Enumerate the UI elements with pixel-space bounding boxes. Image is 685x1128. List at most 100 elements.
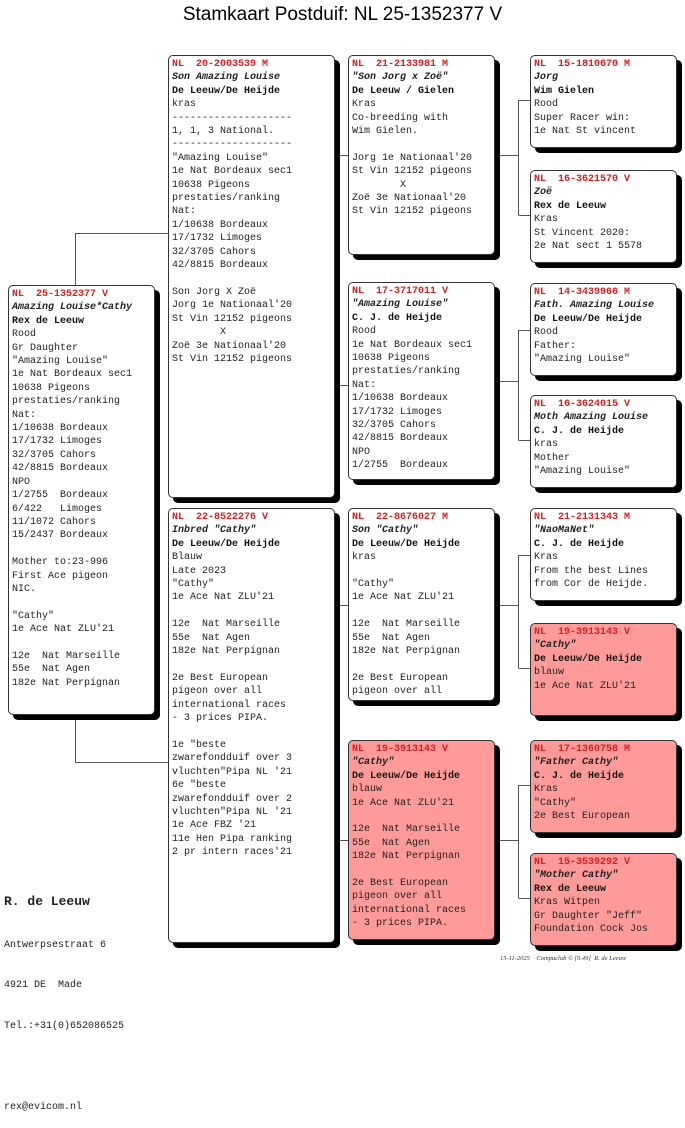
pigeon-card[interactable]: NL 16-3621570 V Zoë Rex de Leeuw Kras St Vin… [530, 170, 677, 263]
owner-name: C. J. de Heijde [534, 538, 625, 550]
info-line: Gr Daughter [12, 342, 79, 354]
info-line: 182e Nat Perpignan [172, 646, 281, 658]
owner-name: De Leeuw/De Heijde [534, 313, 643, 325]
owner-name: De Leeuw/De Heijde [352, 770, 461, 782]
pigeon-name: Inbred "Cathy" [172, 525, 257, 537]
info-line: "Amazing Louise" [12, 356, 109, 368]
pigeon-card[interactable]: NL 17-1360758 M "Father Cathy" C. J. de He… [530, 740, 677, 833]
info-line: "Amazing Louise" [534, 354, 631, 366]
info-line: 17/1732 Limoges [172, 233, 263, 245]
pigeon-name: Son "Cathy" [352, 525, 419, 537]
blank-line [352, 138, 491, 151]
pigeon-card[interactable]: NL 20-2003539 M Son Amazing Louise De Leeu… [168, 55, 335, 498]
info-line: Late 2023 [172, 565, 227, 577]
blank-line [352, 605, 491, 618]
ring-number: NL 16-3621570 V [534, 174, 631, 185]
owner-name: De Leeuw/De Heijde [534, 653, 643, 665]
info-line: - 3 prices PIPA. [172, 713, 269, 725]
info-line: "Cathy" [172, 579, 215, 591]
page-title: Stamkaart Postduif: NL 25-1352377 V [182, 4, 503, 25]
owner-name: De Leeuw / Gielen [352, 85, 455, 97]
info-line: 2e Best European [534, 811, 631, 823]
connector-line [495, 100, 530, 216]
pigeon-card[interactable]: NL 17-3717011 V "Amazing Louise" C. J. de … [348, 282, 495, 480]
pigeon-name: Zoë [534, 187, 553, 199]
info-line: 10638 Pigeons [172, 179, 251, 191]
pigeon-name: "Cathy" [534, 640, 577, 652]
info-line: 42/8815 Bordeaux [12, 463, 109, 475]
info-line: prestaties/ranking [172, 193, 281, 205]
breeder-address: R. de Leeuw Antwerpsestraat 6 4921 DE Ma… [4, 868, 124, 1128]
ring-number: NL 21-2131343 M [534, 512, 631, 523]
ring-number: NL 17-1360758 M [534, 744, 631, 755]
pigeon-name: "Son Jorg x Zoë" [352, 72, 449, 84]
info-line: Mother to:23-996 [12, 557, 109, 569]
info-line: kras [172, 99, 197, 111]
breeder-name: R. de Leeuw [4, 894, 90, 909]
blank-line [172, 726, 331, 739]
info-line: Rood [352, 326, 377, 338]
pigeon-card[interactable]: NL 21-2133981 M "Son Jorg x Zoë" De Leeuw … [348, 55, 495, 255]
info-line: "Amazing Louise" [172, 152, 269, 164]
info-line: NPO [12, 476, 31, 488]
info-line: Super Racer win: [534, 112, 631, 124]
info-line: international races [172, 699, 287, 711]
pigeon-name: "NaoMaNet" [534, 525, 595, 537]
connector-line [335, 155, 348, 386]
breeder-email[interactable]: rex@evicom.nl [4, 1101, 83, 1113]
info-line: Rood [534, 327, 559, 339]
ring-number: NL 25-1352377 V [12, 289, 109, 300]
info-line: 17/1732 Limoges [12, 436, 103, 448]
pigeon-card[interactable]: NL 22-8676027 M Son "Cathy" De Leeuw/De He… [348, 508, 495, 701]
info-line: Wim Gielen. [352, 126, 419, 138]
blank-line [352, 810, 491, 823]
pigeon-name: "Amazing Louise" [352, 299, 449, 311]
info-line: From the best Lines [534, 565, 649, 577]
info-line: Co-breeding with [352, 112, 449, 124]
blank-line [172, 273, 331, 286]
pigeon-name: Son Amazing Louise [172, 72, 281, 84]
info-line: 1/10638 Bordeaux [172, 219, 269, 231]
breeder-street: Antwerpsestraat 6 [4, 939, 107, 951]
pigeon-card-main[interactable]: NL 25-1352377 V Amazing Louise*Cathy Rex d… [8, 285, 155, 715]
blank-line [12, 596, 151, 609]
info-line: 12e Nat Marseille [172, 619, 281, 631]
info-line: Father: [534, 340, 577, 352]
info-line: St Vincent 2020: [534, 227, 631, 239]
info-line: 32/3705 Cahors [12, 449, 97, 461]
info-line: Kras [352, 99, 377, 111]
info-line: "Cathy" [352, 579, 395, 591]
pigeon-card[interactable]: NL 14-3439966 M Fath. Amazing Louise De Le… [530, 283, 677, 376]
info-line: Kras [534, 214, 559, 226]
connector-line [495, 785, 530, 899]
info-line: Son Jorg X Zoë [172, 286, 257, 298]
owner-name: Rex de Leeuw [12, 315, 85, 327]
info-line: 1e Nat Bordeaux sec1 [352, 339, 473, 351]
pigeon-card[interactable]: NL 22-8522276 V Inbred "Cathy" De Leeuw/De… [168, 508, 335, 943]
info-line: pigeon over all [352, 891, 443, 903]
ring-number: NL 14-3439966 M [534, 287, 631, 298]
info-line: 6/422 Limoges [12, 503, 103, 515]
pigeon-card[interactable]: NL 19-3913143 V "Cathy" De Leeuw/De Heijde… [348, 740, 495, 940]
pigeon-card[interactable]: NL 19-3913143 V "Cathy" De Leeuw/De Heijde… [530, 623, 677, 716]
pigeon-card[interactable]: NL 15-1810670 M Jorg Wim Gielen Rood Super R… [530, 55, 677, 148]
info-line: 42/8815 Bordeaux [352, 433, 449, 445]
ring-number: NL 21-2133981 M [352, 59, 449, 70]
pigeon-name: Jorg [534, 72, 559, 84]
info-line: St Vin 12152 pigeons [352, 166, 473, 178]
pigeon-card[interactable]: NL 15-3539292 V "Mother Cathy" Rex de Leeu… [530, 853, 677, 946]
footer-author: R. de Leeuw [594, 955, 627, 962]
info-line: Rood [12, 329, 37, 341]
info-line: kras [352, 552, 377, 564]
pigeon-card[interactable]: NL 16-3624015 V Moth Amazing Louise C. J. … [530, 395, 677, 488]
pigeon-card[interactable]: NL 21-2131343 M "NaoMaNet" C. J. de Heijde… [530, 508, 677, 601]
pigeon-name: Amazing Louise*Cathy [12, 302, 133, 314]
info-line: kras [534, 439, 559, 451]
info-line: "Cathy" [12, 610, 55, 622]
blank-line [12, 637, 151, 650]
blank-line [172, 658, 331, 671]
info-line: 6e "beste [172, 780, 227, 792]
info-line: First Ace pigeon [12, 570, 109, 582]
info-line: prestaties/ranking [12, 396, 121, 408]
info-line: 55e Nat Agen [352, 632, 431, 644]
